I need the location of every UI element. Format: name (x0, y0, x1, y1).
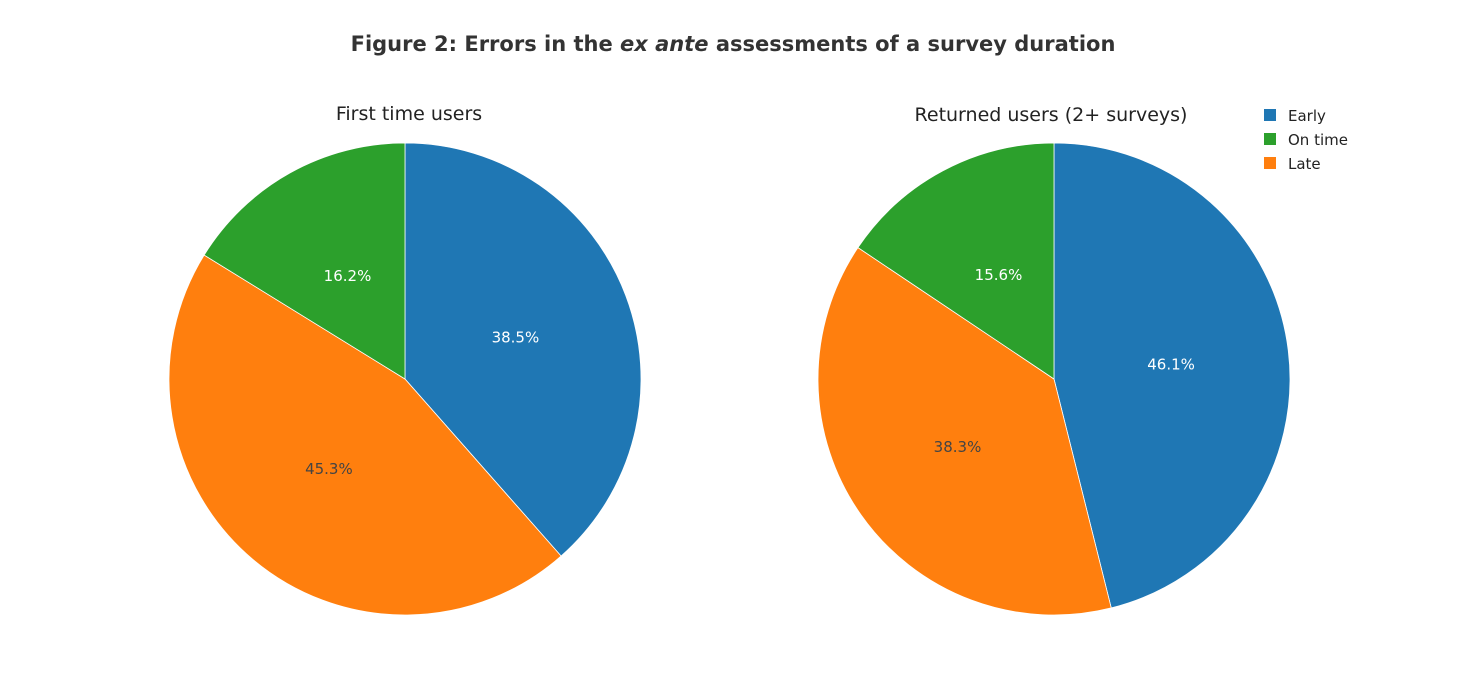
pie-slice-label-on-time: 16.2% (324, 267, 372, 285)
pie-slice-late[interactable] (168, 254, 562, 616)
figure-title-prefix: Figure 2: Errors in the (351, 32, 620, 56)
pie-slice-label-early: 38.5% (492, 328, 540, 346)
figure-title-italic: ex ante (620, 32, 709, 56)
pie-slice-on-time[interactable] (203, 142, 406, 380)
legend-label-late: Late (1288, 155, 1321, 173)
legend: Early On time Late (1264, 107, 1348, 173)
legend-swatch-early (1264, 109, 1276, 121)
pie-slice-label-late: 45.3% (305, 460, 353, 478)
legend-swatch-late (1264, 157, 1276, 169)
pie-slice-label-early: 46.1% (1147, 356, 1195, 374)
legend-swatch-on-time (1264, 133, 1276, 145)
pie-title-returned-users: Returned users (2+ surveys) (915, 104, 1188, 126)
legend-item-early[interactable]: Early (1264, 107, 1326, 125)
legend-item-on-time[interactable]: On time (1264, 131, 1348, 149)
legend-label-on-time: On time (1288, 131, 1348, 149)
pie-returned-users: Returned users (2+ surveys) 46.1% 38.3% 15… (817, 104, 1291, 616)
pie-slice-label-on-time: 15.6% (975, 266, 1023, 284)
pie-first-time-users: First time users 38.5% 45.3% 16.2% (168, 103, 642, 616)
pie-first-time-slices (168, 142, 642, 616)
pie-slice-on-time[interactable] (857, 142, 1055, 380)
pie-returned-labels: 46.1% 38.3% 15.6% (934, 266, 1195, 456)
legend-label-early: Early (1288, 107, 1326, 125)
legend-item-late[interactable]: Late (1264, 155, 1321, 173)
figure-title: Figure 2: Errors in the ex ante assessme… (351, 32, 1116, 56)
pie-slice-label-late: 38.3% (934, 438, 982, 456)
pie-slice-early[interactable] (1053, 142, 1291, 609)
pie-first-time-labels: 38.5% 45.3% 16.2% (305, 267, 539, 478)
pie-returned-slices (817, 142, 1291, 616)
pie-title-first-time-users: First time users (336, 103, 482, 125)
figure-title-suffix: assessments of a survey duration (709, 32, 1116, 56)
pie-slice-early[interactable] (404, 142, 642, 557)
pie-slice-late[interactable] (817, 247, 1112, 616)
